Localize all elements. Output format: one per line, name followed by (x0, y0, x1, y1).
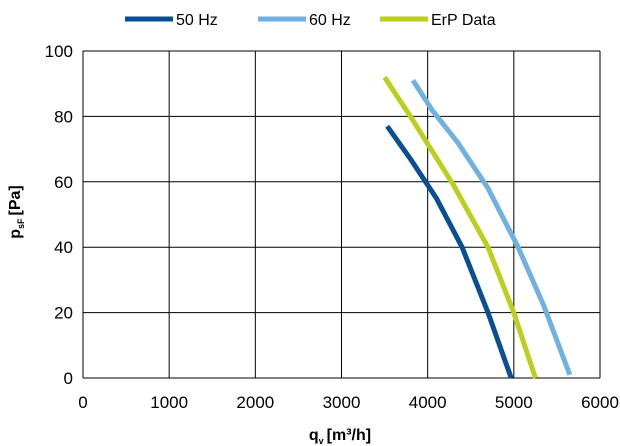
y-axis-label-sub: sF (16, 218, 26, 229)
legend-label-1: 60 Hz (309, 12, 351, 29)
x-axis-label-unit: [m³/h] (327, 427, 371, 444)
x-tick-labels: 0 1000 2000 3000 4000 5000 6000 (78, 393, 619, 412)
y-tick-label: 20 (54, 304, 73, 323)
x-tick-label: 0 (78, 393, 87, 412)
y-axis-label: psF [Pa] (7, 185, 26, 239)
y-axis-label-main: p (7, 229, 24, 239)
legend-label-0: 50 Hz (176, 12, 218, 29)
legend-label-2: ErP Data (431, 12, 496, 29)
y-tick-label: 60 (54, 173, 73, 192)
x-axis-label-sub: v (319, 436, 324, 446)
series-line-2 (382, 75, 538, 379)
x-tick-label: 5000 (495, 393, 533, 412)
legend: 50 Hz 60 Hz ErP Data (125, 12, 496, 29)
x-tick-label: 6000 (581, 393, 619, 412)
y-tick-label: 80 (54, 107, 73, 126)
y-tick-label: 0 (64, 369, 73, 388)
x-tick-label: 1000 (150, 393, 188, 412)
grid (82, 50, 601, 379)
y-tick-label: 40 (54, 238, 73, 257)
x-tick-label: 3000 (323, 393, 361, 412)
y-tick-labels: 0 20 40 60 80 100 (45, 42, 73, 388)
x-tick-label: 2000 (236, 393, 274, 412)
x-tick-label: 4000 (409, 393, 447, 412)
series-line-1 (410, 79, 573, 376)
y-axis-label-unit: [Pa] (7, 185, 24, 215)
x-axis-label: qv [m³/h] (309, 427, 371, 446)
series-layer (382, 75, 573, 379)
series-line-0 (385, 124, 514, 379)
y-tick-label: 100 (45, 42, 73, 61)
x-axis-label-main: q (309, 427, 319, 444)
